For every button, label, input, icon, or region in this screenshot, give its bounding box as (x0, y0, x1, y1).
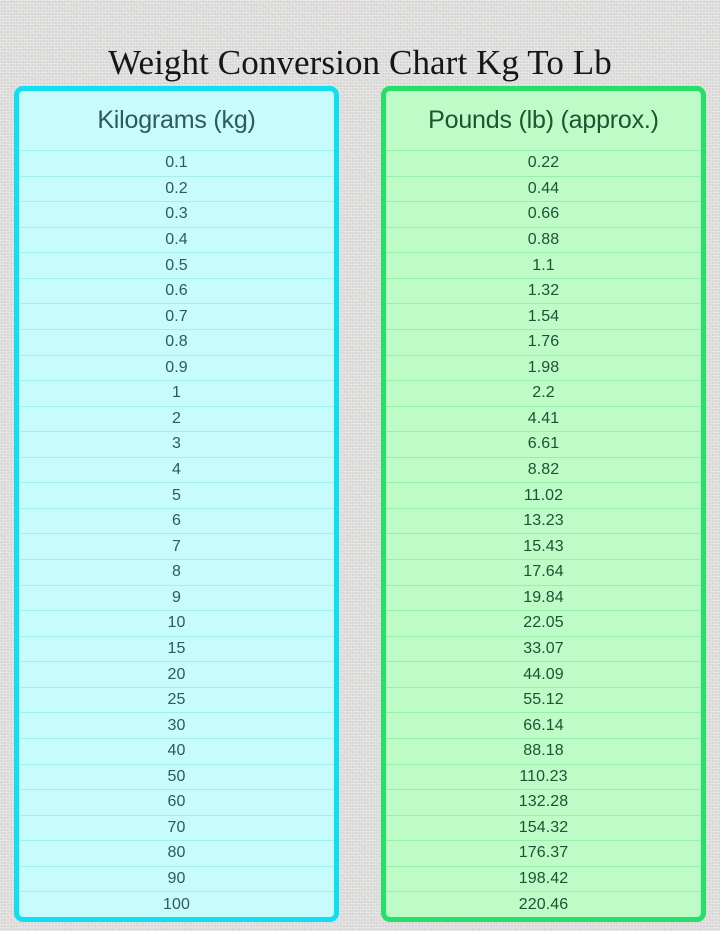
pounds-cell: 15.43 (386, 533, 701, 559)
pounds-cell: 17.64 (386, 559, 701, 585)
kilograms-cell: 0.5 (19, 252, 334, 278)
pounds-cell: 154.32 (386, 814, 701, 841)
kilograms-cell: 6 (19, 507, 334, 534)
pounds-cell: 33.07 (386, 635, 701, 662)
page-title: Weight Conversion Chart Kg To Lb (108, 43, 612, 83)
kilograms-cell: 2 (19, 405, 334, 432)
pounds-cell: 66.14 (386, 712, 701, 738)
pounds-cell: 0.44 (386, 175, 701, 202)
kilograms-cell: 0.8 (19, 328, 334, 355)
pounds-cell: 19.84 (386, 584, 701, 611)
kilograms-cell: 0.2 (19, 175, 334, 202)
kilograms-cell: 0.1 (19, 150, 334, 176)
kilograms-cell: 8 (19, 559, 334, 585)
pounds-cell: 22.05 (386, 610, 701, 636)
pounds-cell: 176.37 (386, 840, 701, 866)
pounds-cell: 0.88 (386, 226, 701, 253)
pounds-cell: 198.42 (386, 865, 701, 892)
pounds-cell: 110.23 (386, 763, 701, 790)
kilograms-cell: 1 (19, 380, 334, 406)
conversion-tables: Kilograms (kg) 0.1 0.2 0.3 0.4 0.5 0.6 0.7 0.8 0… (0, 86, 720, 924)
kilograms-cell: 0.4 (19, 226, 334, 253)
kilograms-cell: 80 (19, 840, 334, 866)
pounds-cell: 1.98 (386, 354, 701, 381)
pounds-panel: Pounds (lb) (approx.) 0.22 0.44 0.66 0.88 1.… (381, 86, 706, 922)
pounds-cell: 88.18 (386, 737, 701, 764)
kilograms-cell: 7 (19, 533, 334, 559)
kilograms-cell: 10 (19, 610, 334, 636)
pounds-cell: 8.82 (386, 456, 701, 483)
kilograms-cell: 3 (19, 431, 334, 457)
kilograms-cell: 100 (19, 891, 334, 917)
pounds-cell: 44.09 (386, 661, 701, 687)
kilograms-cell: 70 (19, 814, 334, 841)
kilograms-cell: 5 (19, 482, 334, 508)
pounds-cell: 1.1 (386, 252, 701, 278)
pounds-cell: 0.66 (386, 201, 701, 227)
kilograms-cell: 0.3 (19, 201, 334, 227)
kilograms-cell: 25 (19, 686, 334, 713)
pounds-cell: 55.12 (386, 686, 701, 713)
pounds-cell: 6.61 (386, 431, 701, 457)
pounds-cell: 13.23 (386, 507, 701, 534)
pounds-cell: 4.41 (386, 405, 701, 432)
kilograms-cell: 40 (19, 737, 334, 764)
kilograms-cell: 0.6 (19, 277, 334, 304)
pounds-cell: 0.22 (386, 150, 701, 176)
kilograms-cell: 20 (19, 661, 334, 687)
pounds-cell: 1.54 (386, 303, 701, 329)
kilograms-column-header: Kilograms (kg) (97, 106, 256, 134)
kilograms-value-list: 0.1 0.2 0.3 0.4 0.5 0.6 0.7 0.8 0.9 1 2 3 4 5 6 7 8 9 10 15… (19, 150, 334, 917)
pounds-cell: 132.28 (386, 789, 701, 815)
kilograms-cell: 90 (19, 865, 334, 892)
kilograms-cell: 0.9 (19, 354, 334, 381)
kilograms-cell: 4 (19, 456, 334, 483)
pounds-cell: 1.76 (386, 328, 701, 355)
pounds-cell: 1.32 (386, 277, 701, 304)
pounds-cell: 2.2 (386, 380, 701, 406)
pounds-value-list: 0.22 0.44 0.66 0.88 1.1 1.32 1.54 1.76 1.98 2.2 4.… (386, 150, 701, 917)
kilograms-cell: 50 (19, 763, 334, 790)
kilograms-cell: 9 (19, 584, 334, 611)
pounds-cell: 220.46 (386, 891, 701, 917)
kilograms-cell: 60 (19, 789, 334, 815)
pounds-column-header: Pounds (lb) (approx.) (428, 106, 659, 134)
kilograms-cell: 0.7 (19, 303, 334, 329)
pounds-cell: 11.02 (386, 482, 701, 508)
kilograms-cell: 15 (19, 635, 334, 662)
kilograms-cell: 30 (19, 712, 334, 738)
kilograms-panel: Kilograms (kg) 0.1 0.2 0.3 0.4 0.5 0.6 0.7 0.8 0… (14, 86, 339, 922)
